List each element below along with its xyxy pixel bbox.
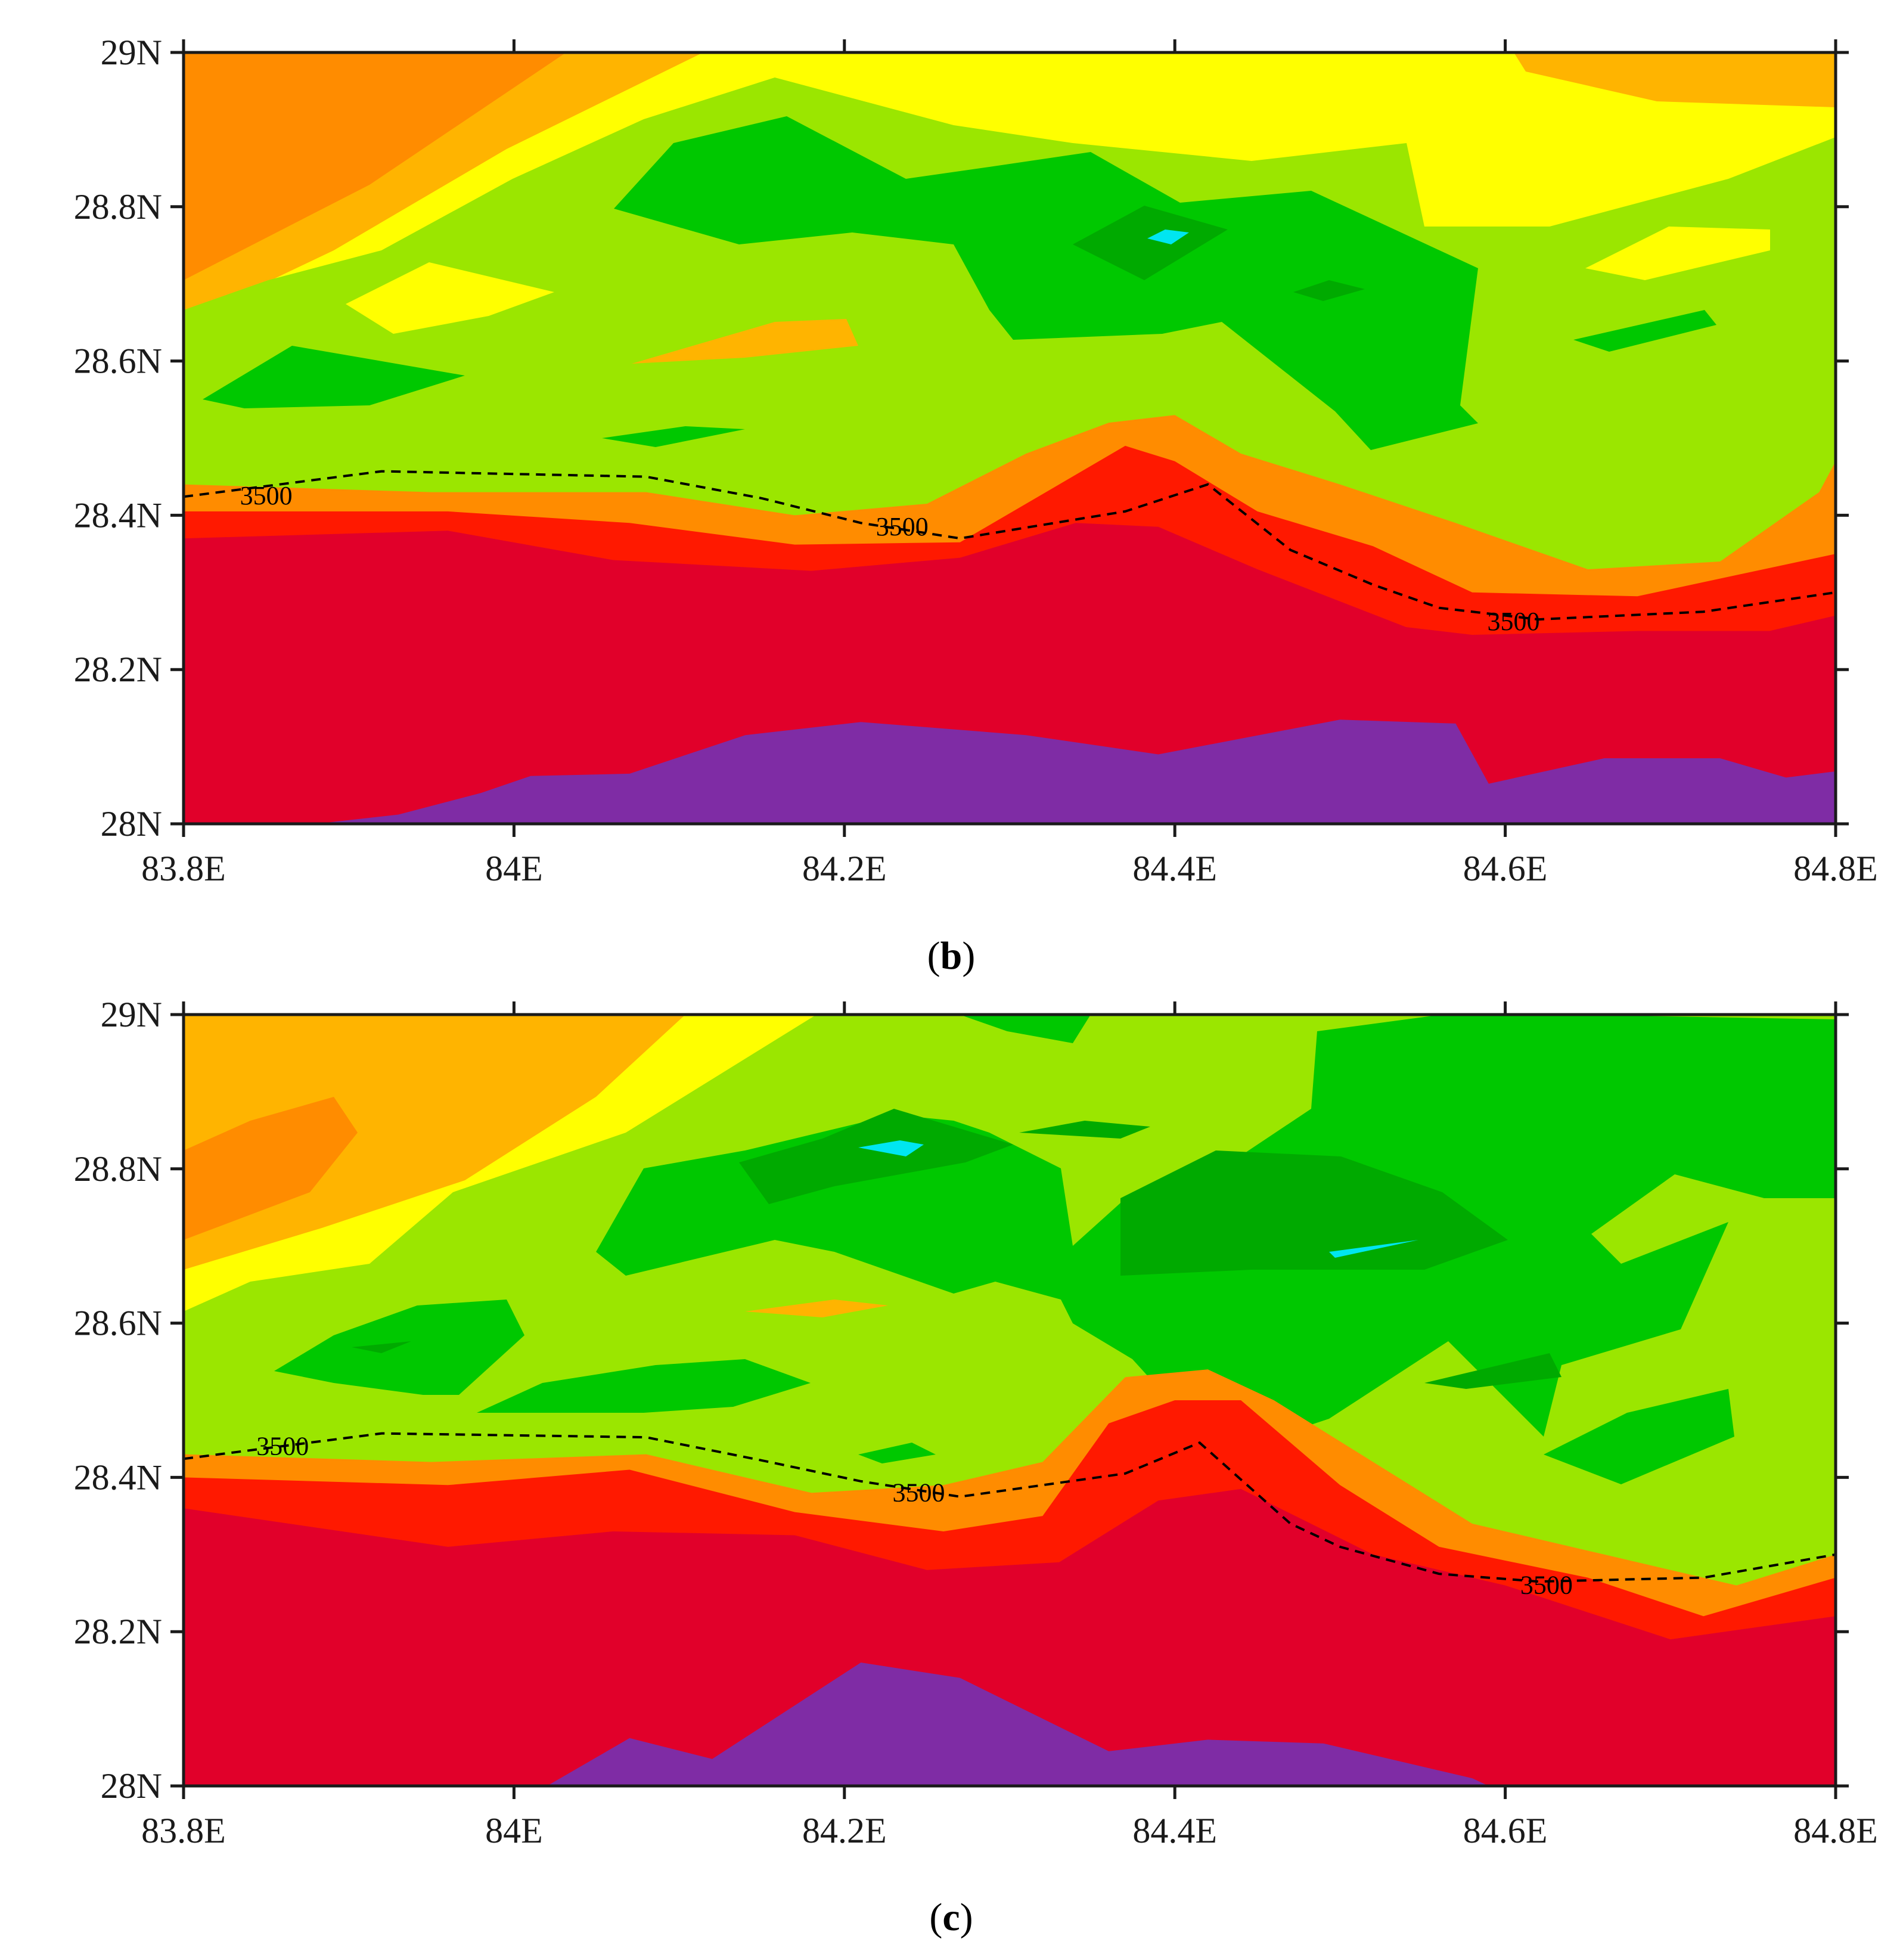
panel-c-x-tick-label-4: 84.6E (1463, 1811, 1548, 1850)
panel-c-x-tick-label-5: 84.8E (1793, 1811, 1878, 1850)
panel-b-color-bands (184, 415, 1836, 824)
panel-c-contour-label-0: 3500 (256, 1432, 309, 1461)
panel-b-green-blob-3 (602, 426, 745, 447)
panel-c-darkgreen-blob-1 (739, 1109, 1013, 1204)
panel-b-x-tick-label-5: 84.8E (1793, 849, 1878, 888)
panel-b-contour-label-0: 3500 (240, 481, 293, 510)
panel-c-x-tick-label-0: 83.8E (141, 1811, 226, 1850)
panel-b-yellow-blob-2 (1585, 227, 1770, 280)
panel-c-x-ticks: 83.8E 84E 84.2E 84.4E 84.6E 84.8E (141, 1001, 1878, 1850)
panel-b-y-tick-label-3: 28.6N (74, 342, 162, 381)
panel-c-green-blob-mid (477, 1359, 811, 1413)
panel-c-darkgreen-blob-3 (1424, 1353, 1561, 1389)
panel-c-band-1 (184, 1488, 1836, 1786)
panel-b-orange-blob-1 (632, 319, 858, 364)
panel-b-x-tick-label-1: 84E (485, 849, 543, 888)
panel-c-orange-blob (745, 1300, 888, 1317)
panel-b-x-tick-label-3: 84.4E (1132, 849, 1217, 888)
panel-c-darkgreen-blob-2 (1120, 1150, 1508, 1276)
panel-b-green-blob-2 (203, 346, 465, 408)
panel-c-cyan-blob-1 (858, 1140, 924, 1156)
panel-b-x-ticks: 83.8E 84E 84.2E 84.4E 84.6E 84.8E (141, 39, 1878, 888)
panel-b-contour-3500 (184, 470, 1836, 621)
panel-c-y-tick-label-3: 28.6N (74, 1304, 162, 1343)
panel-c-contour-label-1: 3500 (893, 1478, 945, 1507)
caption-b: (b) (927, 934, 976, 978)
panel-c-frame (182, 1013, 1837, 1788)
panel-c-x-tick-label-1: 84E (485, 1811, 543, 1850)
panel-b-darkgreen-blob-2 (1293, 280, 1365, 301)
panel-c-darkgreen-blob-5 (352, 1341, 411, 1353)
panel-c-band-0 (184, 1663, 1836, 1786)
panel-b: 3500 3500 3500 83.8E 84E 84.2E 84.4E 84.6E 84.8… (74, 33, 1878, 888)
panel-b-frame (182, 51, 1837, 826)
panel-b-y-tick-label-0: 28N (101, 804, 162, 843)
panel-b-y-tick-label-4: 28.8N (74, 187, 162, 227)
panel-c: 3500 3500 3500 83.8E 84E 84.2E 84.4E 84.6E 84.8… (74, 995, 1878, 1850)
panel-c-green-blob-right (1544, 1389, 1734, 1484)
panel-c-y-tick-label-1: 28.2N (74, 1612, 162, 1651)
panel-b-contour-label-1: 3500 (876, 512, 929, 541)
panel-c-green-blob-left (274, 1300, 524, 1395)
panel-c-y-tick-label-2: 28.4N (74, 1457, 162, 1497)
panel-b-cyan-blob (1147, 230, 1189, 244)
panel-b-x-tick-label-0: 83.8E (141, 849, 226, 888)
panel-c-orange-region (184, 1097, 358, 1240)
panel-b-yellow-blob-1 (346, 262, 554, 334)
panel-c-x-tick-label-2: 84.2E (802, 1811, 887, 1850)
panel-c-contour-labels: 3500 3500 3500 (256, 1432, 1573, 1600)
panel-b-y-tick-label-2: 28.4N (74, 495, 162, 535)
panel-b-y-ticks: 28N 28.2N 28.4N 28.6N 28.8N 29N (74, 33, 1849, 843)
panel-c-contour-3500 (184, 1432, 1836, 1583)
panel-b-x-tick-label-2: 84.2E (802, 849, 887, 888)
panel-b-green-blob-4 (1573, 310, 1716, 352)
panel-c-color-bands (184, 1369, 1836, 1786)
panel-c-y-tick-label-5: 29N (101, 995, 162, 1034)
panel-c-darkgreen-blob-4 (1019, 1121, 1150, 1139)
panel-c-y-tick-label-0: 28N (101, 1766, 162, 1806)
panel-c-green-blob-small (858, 1443, 936, 1463)
panel-b-y-tick-label-5: 29N (101, 33, 162, 72)
caption-c: (c) (929, 1896, 973, 1939)
panel-b-contour-label-2: 3500 (1488, 607, 1540, 636)
panel-b-darkgreen-blob (1073, 206, 1228, 280)
panel-c-x-tick-label-3: 84.4E (1132, 1811, 1217, 1850)
panel-b-blobs (203, 116, 1770, 450)
panel-c-cyan-blob-2 (1329, 1240, 1418, 1258)
panel-c-y-ticks: 28N 28.2N 28.4N 28.6N 28.8N 29N (74, 995, 1849, 1806)
panel-b-contour-labels: 3500 3500 3500 (240, 481, 1540, 636)
panel-b-y-tick-label-1: 28.2N (74, 650, 162, 689)
panel-b-green-blob-1 (614, 116, 1478, 450)
panel-c-y-tick-label-4: 28.8N (74, 1149, 162, 1189)
panel-c-green-region-top (960, 1015, 1091, 1043)
panel-b-band-0 (184, 720, 1836, 824)
panel-b-x-tick-label-4: 84.6E (1463, 849, 1548, 888)
panel-c-contour-label-2: 3500 (1520, 1571, 1573, 1600)
